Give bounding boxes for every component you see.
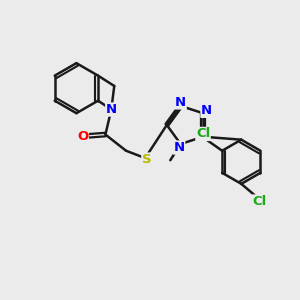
- Text: N: N: [106, 103, 117, 116]
- Text: S: S: [142, 153, 152, 166]
- Text: Cl: Cl: [196, 128, 210, 140]
- Text: N: N: [201, 104, 212, 117]
- Text: N: N: [175, 96, 186, 109]
- Text: Cl: Cl: [253, 195, 267, 208]
- Text: O: O: [77, 130, 88, 142]
- Text: N: N: [174, 141, 185, 154]
